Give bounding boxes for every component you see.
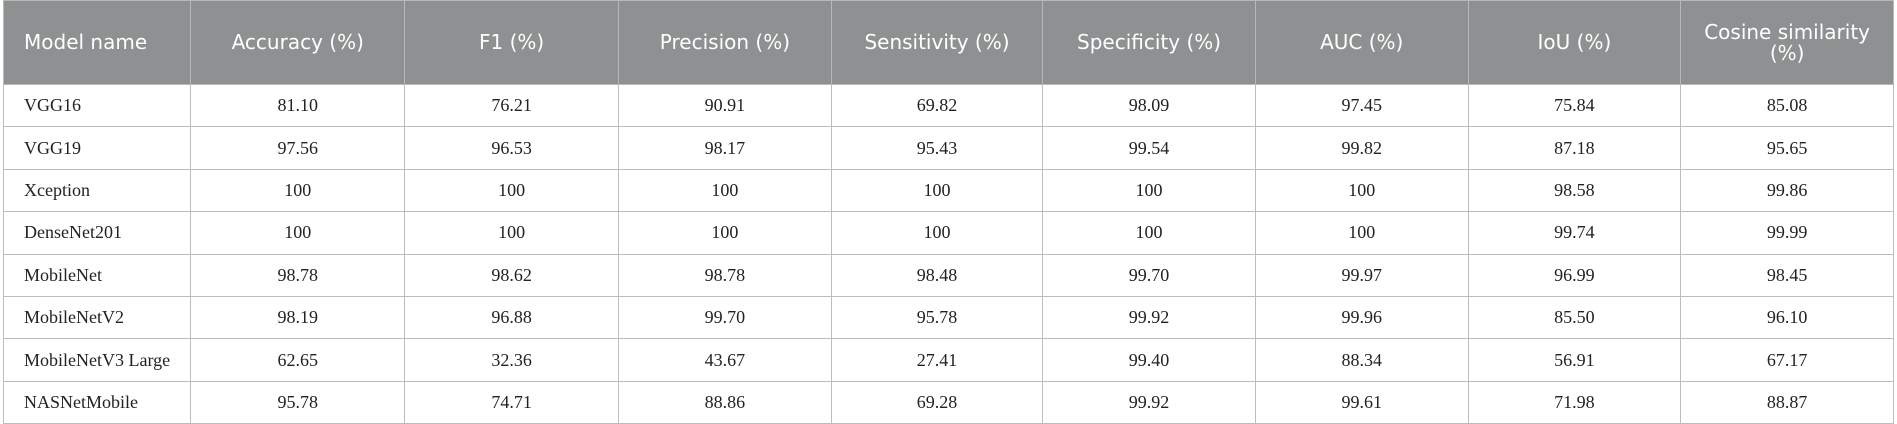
metric-cell: 100 <box>1042 168 1256 213</box>
metric-cell: 100 <box>618 168 832 213</box>
metric-cell: 98.17 <box>618 126 832 170</box>
metric-cell: 95.43 <box>830 126 1044 170</box>
metric-cell: 99.70 <box>1042 253 1256 297</box>
column-header-precision: Precision (%) <box>618 0 832 85</box>
model-name-cell: MobileNet <box>2 253 192 297</box>
metric-cell: 99.70 <box>618 295 832 340</box>
metric-cell: 98.62 <box>404 253 620 297</box>
metric-cell: 100 <box>1254 211 1469 255</box>
model-name-cell: MobileNetV3 Large <box>2 338 192 382</box>
model-name-cell: VGG16 <box>2 83 192 128</box>
metric-cell: 88.87 <box>1680 380 1894 424</box>
metric-cell: 87.18 <box>1467 126 1682 170</box>
metric-cell: 95.65 <box>1680 126 1894 170</box>
metric-cell: 69.82 <box>830 83 1044 128</box>
metric-cell: 96.99 <box>1467 253 1682 297</box>
metric-cell: 99.96 <box>1254 295 1469 340</box>
metric-cell: 27.41 <box>830 338 1044 382</box>
table-body: VGG16 81.10 76.21 90.91 69.82 98.09 97.45 75.84… <box>2 83 1894 424</box>
metric-cell: 100 <box>1254 168 1469 213</box>
metric-cell: 95.78 <box>830 295 1044 340</box>
metric-cell: 71.98 <box>1467 380 1682 424</box>
metric-cell: 98.48 <box>830 253 1044 297</box>
metric-cell: 100 <box>830 211 1044 255</box>
header-row: Model name Accuracy (%) F1 (%) Precision (%… <box>2 0 1894 85</box>
metric-cell: 43.67 <box>618 338 832 382</box>
metric-cell: 85.50 <box>1467 295 1682 340</box>
model-name-cell: NASNetMobile <box>2 380 192 424</box>
metric-cell: 100 <box>618 211 832 255</box>
metric-cell: 99.99 <box>1680 211 1894 255</box>
metric-cell: 99.92 <box>1042 380 1256 424</box>
column-header-model-name: Model name <box>2 0 192 85</box>
metric-cell: 97.45 <box>1254 83 1469 128</box>
model-name-cell: VGG19 <box>2 126 192 170</box>
table-row: NASNetMobile 95.78 74.71 88.86 69.28 99.92 99.… <box>2 380 1894 424</box>
metric-cell: 98.45 <box>1680 253 1894 297</box>
table-row: VGG16 81.10 76.21 90.91 69.82 98.09 97.45 75.84… <box>2 83 1894 128</box>
table-row: MobileNet 98.78 98.62 98.78 98.48 99.70 99.97 9… <box>2 253 1894 297</box>
metric-cell: 98.78 <box>618 253 832 297</box>
metric-cell: 56.91 <box>1467 338 1682 382</box>
metric-cell: 32.36 <box>404 338 620 382</box>
metric-cell: 98.19 <box>190 295 406 340</box>
metric-cell: 99.82 <box>1254 126 1469 170</box>
metric-cell: 99.97 <box>1254 253 1469 297</box>
metric-cell: 98.58 <box>1467 168 1682 213</box>
table-row: MobileNetV2 98.19 96.88 99.70 95.78 99.92 99.9… <box>2 295 1894 340</box>
metric-cell: 88.34 <box>1254 338 1469 382</box>
table-row: DenseNet201 100 100 100 100 100 100 99.74 99.99 <box>2 211 1894 255</box>
metric-cell: 62.65 <box>190 338 406 382</box>
table-row: Xception 100 100 100 100 100 100 98.58 99.86 <box>2 168 1894 213</box>
column-header-specificity: Specificity (%) <box>1042 0 1256 85</box>
column-header-iou: IoU (%) <box>1467 0 1682 85</box>
table-header: Model name Accuracy (%) F1 (%) Precision (%… <box>2 0 1894 85</box>
column-header-accuracy: Accuracy (%) <box>190 0 406 85</box>
metric-cell: 99.74 <box>1467 211 1682 255</box>
metric-cell: 99.40 <box>1042 338 1256 382</box>
column-header-sensitivity: Sensitivity (%) <box>830 0 1044 85</box>
metric-cell: 98.09 <box>1042 83 1256 128</box>
metric-cell: 96.88 <box>404 295 620 340</box>
metric-cell: 88.86 <box>618 380 832 424</box>
metric-cell: 100 <box>1042 211 1256 255</box>
table-row: MobileNetV3 Large 62.65 32.36 43.67 27.41 99.… <box>2 338 1894 382</box>
metric-cell: 100 <box>190 168 406 213</box>
model-name-cell: Xception <box>2 168 192 213</box>
model-name-cell: MobileNetV2 <box>2 295 192 340</box>
metric-cell: 99.54 <box>1042 126 1256 170</box>
metric-cell: 67.17 <box>1680 338 1894 382</box>
metric-cell: 99.92 <box>1042 295 1256 340</box>
metric-cell: 100 <box>190 211 406 255</box>
metric-cell: 76.21 <box>404 83 620 128</box>
metric-cell: 99.86 <box>1680 168 1894 213</box>
table-row: VGG19 97.56 96.53 98.17 95.43 99.54 99.82 87.18… <box>2 126 1894 170</box>
metric-cell: 69.28 <box>830 380 1044 424</box>
metric-cell: 98.78 <box>190 253 406 297</box>
metric-cell: 75.84 <box>1467 83 1682 128</box>
metric-cell: 74.71 <box>404 380 620 424</box>
metric-cell: 96.53 <box>404 126 620 170</box>
model-name-cell: DenseNet201 <box>2 211 192 255</box>
metric-cell: 95.78 <box>190 380 406 424</box>
metric-cell: 100 <box>404 168 620 213</box>
metric-cell: 96.10 <box>1680 295 1894 340</box>
metric-cell: 90.91 <box>618 83 832 128</box>
metric-cell: 100 <box>404 211 620 255</box>
metric-cell: 97.56 <box>190 126 406 170</box>
column-header-f1: F1 (%) <box>404 0 620 85</box>
metric-cell: 100 <box>830 168 1044 213</box>
column-header-cosine-similarity: Cosine similarity (%) <box>1680 0 1894 85</box>
column-header-auc: AUC (%) <box>1254 0 1469 85</box>
metric-cell: 81.10 <box>190 83 406 128</box>
metric-cell: 85.08 <box>1680 83 1894 128</box>
metric-cell: 99.61 <box>1254 380 1469 424</box>
